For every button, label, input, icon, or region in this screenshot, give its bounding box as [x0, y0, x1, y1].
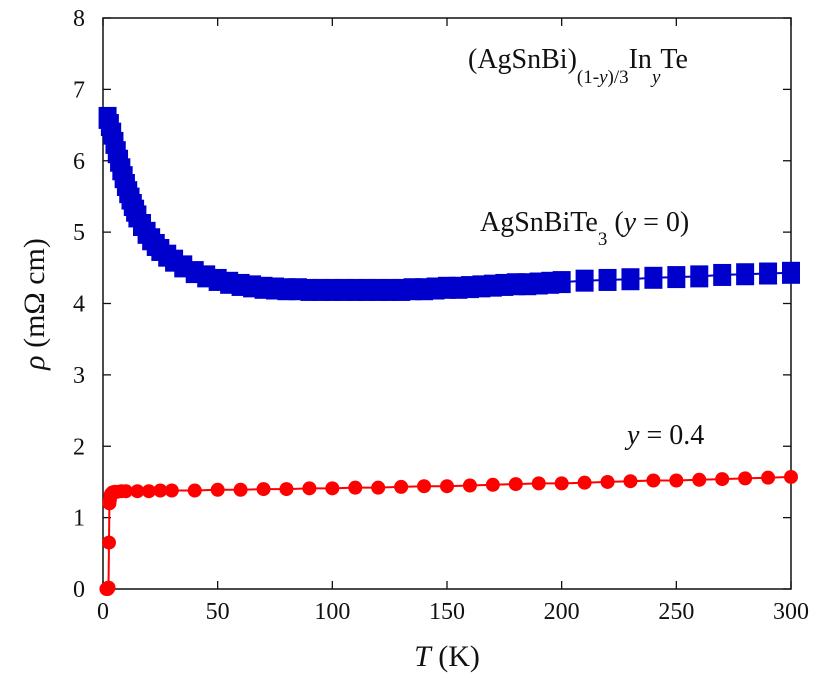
data-point — [669, 473, 684, 488]
data-point — [187, 483, 202, 498]
data-point — [531, 476, 546, 491]
data-point — [713, 263, 732, 286]
data-point — [692, 472, 707, 487]
x-tick-label: 250 — [658, 599, 694, 625]
x-tick-label: 150 — [429, 599, 465, 625]
data-point — [101, 535, 116, 550]
y-tick-label: 2 — [73, 434, 85, 460]
data-point — [759, 262, 778, 285]
data-point — [141, 484, 156, 499]
y-tick-label: 3 — [73, 363, 85, 389]
data-point — [210, 482, 225, 497]
data-point — [508, 477, 523, 492]
y-tick-label: 7 — [73, 77, 85, 103]
data-point — [552, 271, 571, 294]
data-point — [646, 473, 661, 488]
series-0 — [98, 106, 800, 301]
x-axis-label: T (K) — [414, 640, 480, 673]
y-axis-label: ρ (mΩ cm) — [18, 238, 51, 371]
data-point — [462, 478, 477, 493]
data-point — [371, 480, 386, 495]
data-point — [325, 481, 340, 496]
x-tick-label: 300 — [773, 599, 809, 625]
formula-annotation: (AgSnBi)(1-y)/3InyTe — [468, 44, 688, 88]
data-point — [577, 475, 592, 490]
data-point — [101, 580, 116, 595]
data-point — [782, 261, 800, 284]
data-point — [256, 482, 271, 497]
data-point — [600, 474, 615, 489]
data-point — [394, 479, 409, 494]
y-tick-label: 8 — [73, 6, 85, 32]
data-point — [667, 266, 686, 289]
y-tick-label: 5 — [73, 220, 85, 246]
x-tick-label: 200 — [544, 599, 580, 625]
data-point — [554, 476, 569, 491]
y-tick-label: 4 — [73, 292, 85, 318]
y-tick-label: 1 — [73, 506, 85, 532]
data-point — [164, 483, 179, 498]
data-point — [485, 477, 500, 492]
data-point — [233, 482, 248, 497]
axis-ticks: 0 50 100 150 200 250 300 0 1 2 3 4 5 6 7 8 — [73, 6, 809, 625]
data-point — [784, 469, 798, 484]
data-point — [417, 479, 432, 494]
data-point — [715, 472, 730, 487]
plot-frame — [102, 17, 792, 590]
data-point — [348, 480, 363, 495]
series-0-line — [106, 117, 792, 291]
data-point — [598, 268, 617, 291]
data-point — [118, 484, 133, 499]
data-point — [644, 266, 663, 289]
data-point — [738, 471, 753, 486]
series1-label: y = 0.4 — [624, 420, 704, 451]
data-marks — [98, 106, 800, 596]
y-tick-label: 0 — [73, 577, 85, 603]
series-1 — [99, 469, 798, 596]
x-tick-label: 100 — [314, 599, 350, 625]
data-point — [279, 482, 294, 497]
x-tick-label: 50 — [206, 599, 230, 625]
data-point — [440, 479, 454, 494]
data-point — [153, 483, 168, 498]
series-1-line — [106, 475, 792, 590]
data-point — [621, 268, 640, 291]
data-point — [130, 484, 145, 499]
x-tick-label: 0 — [97, 599, 109, 625]
data-point — [302, 481, 317, 496]
data-point — [761, 470, 776, 485]
data-point — [623, 474, 638, 489]
series0-label: AgSnBiTe3 (y = 0) — [480, 207, 689, 250]
data-point — [575, 269, 594, 292]
data-point — [736, 263, 755, 286]
y-tick-label: 6 — [73, 149, 85, 175]
data-point — [690, 265, 709, 288]
